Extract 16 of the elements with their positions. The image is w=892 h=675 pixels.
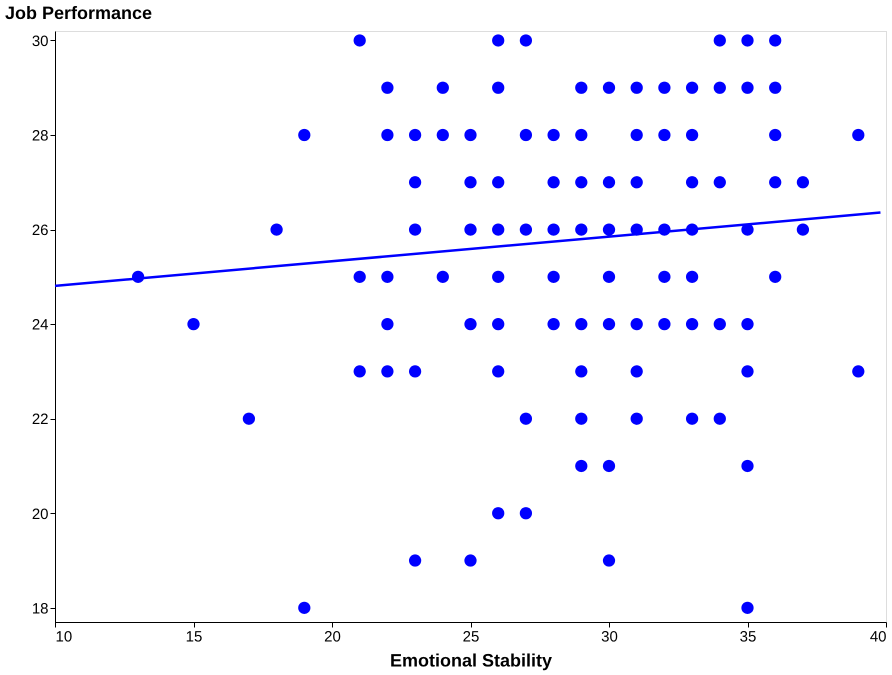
y-tick-label: 18 [32,600,48,618]
y-tick-label: 28 [32,128,48,145]
x-tick-label: 40 [870,628,886,646]
x-tick-label: 35 [740,628,756,646]
y-tick-label: 20 [32,506,48,523]
y-tick-label: 24 [32,316,48,334]
x-tick-label: 25 [462,628,480,646]
x-tick-label: 20 [324,628,341,646]
y-tick-label: 26 [32,222,48,240]
x-tick-label: 15 [186,628,202,646]
x-tick-label: 10 [56,628,72,646]
y-axis-title: Job Performance [5,3,152,23]
y-tick-label: 22 [32,411,48,428]
x-axis-title: Emotional Stability [390,650,552,670]
y-tick-label: 30 [32,32,48,50]
x-tick-label: 30 [601,628,618,646]
